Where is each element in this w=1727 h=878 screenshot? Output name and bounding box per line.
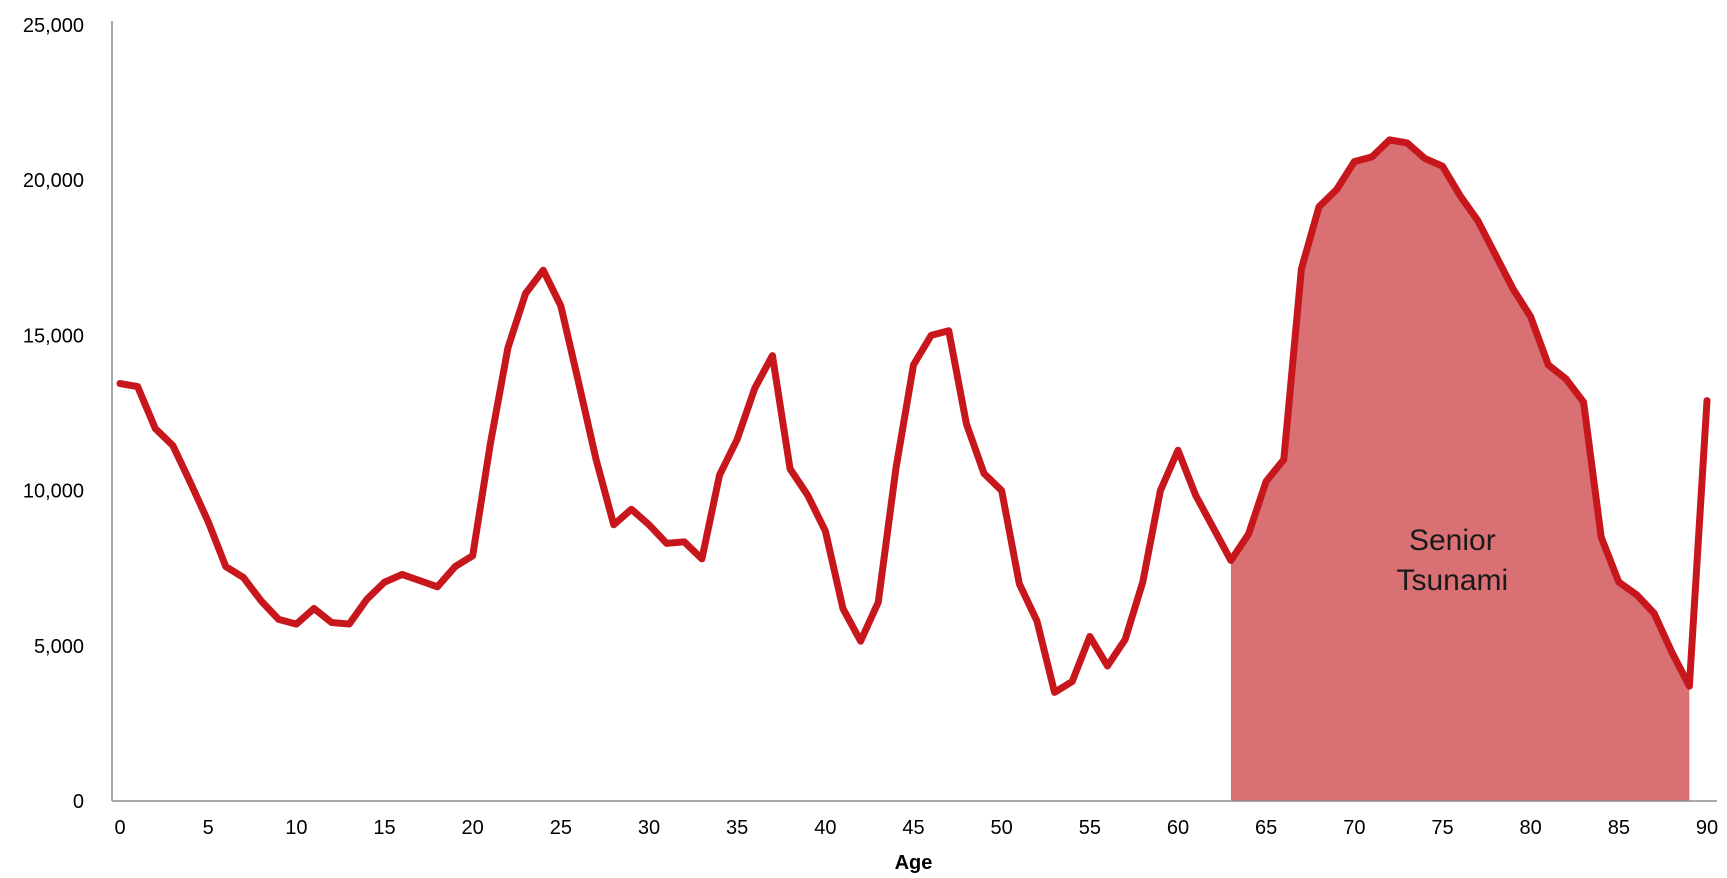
- x-tick-label: 80: [1520, 817, 1542, 839]
- y-tick-label: 10,000: [23, 481, 84, 503]
- y-axis-ticks: 0 5,000 10,000 15,000 20,000 25,000: [23, 15, 84, 813]
- population-series-line: [116, 136, 1711, 696]
- y-tick-label: 0: [73, 791, 84, 813]
- senior-tsunami-label-line: Tsunami: [1396, 564, 1508, 597]
- x-tick-label: 0: [114, 817, 125, 839]
- x-axis-title: Age: [895, 852, 933, 874]
- y-tick-label: 25,000: [23, 15, 84, 37]
- senior-tsunami-label: Senior Tsunami: [1396, 524, 1508, 597]
- senior-tsunami-label-line: Senior: [1409, 524, 1496, 557]
- x-tick-label: 65: [1255, 817, 1277, 839]
- x-tick-label: 20: [462, 817, 484, 839]
- x-tick-label: 45: [902, 817, 924, 839]
- x-tick-label: 5: [203, 817, 214, 839]
- y-tick-label: 20,000: [23, 170, 84, 192]
- x-tick-label: 10: [285, 817, 307, 839]
- x-tick-label: 25: [550, 817, 572, 839]
- x-tick-label: 60: [1167, 817, 1189, 839]
- x-tick-label: 70: [1343, 817, 1365, 839]
- x-tick-label: 15: [373, 817, 395, 839]
- x-tick-label: 75: [1431, 817, 1453, 839]
- y-tick-label: 5,000: [34, 636, 84, 658]
- x-tick-label: 30: [638, 817, 660, 839]
- x-tick-label: 35: [726, 817, 748, 839]
- plot-area: 0 5,000 10,000 15,000 20,000 25,000 0 5 10 15 20 2…: [23, 15, 1718, 874]
- x-tick-label: 40: [814, 817, 836, 839]
- senior-tsunami-area: [1230, 139, 1690, 801]
- x-tick-label: 50: [991, 817, 1013, 839]
- x-tick-label: 90: [1696, 817, 1718, 839]
- x-axis-ticks: 0 5 10 15 20 25 30 35 40 45 50 55 60 65 70 75 80 85 90: [114, 817, 1718, 839]
- y-tick-label: 15,000: [23, 325, 84, 347]
- x-tick-label: 55: [1079, 817, 1101, 839]
- x-tick-label: 85: [1608, 817, 1630, 839]
